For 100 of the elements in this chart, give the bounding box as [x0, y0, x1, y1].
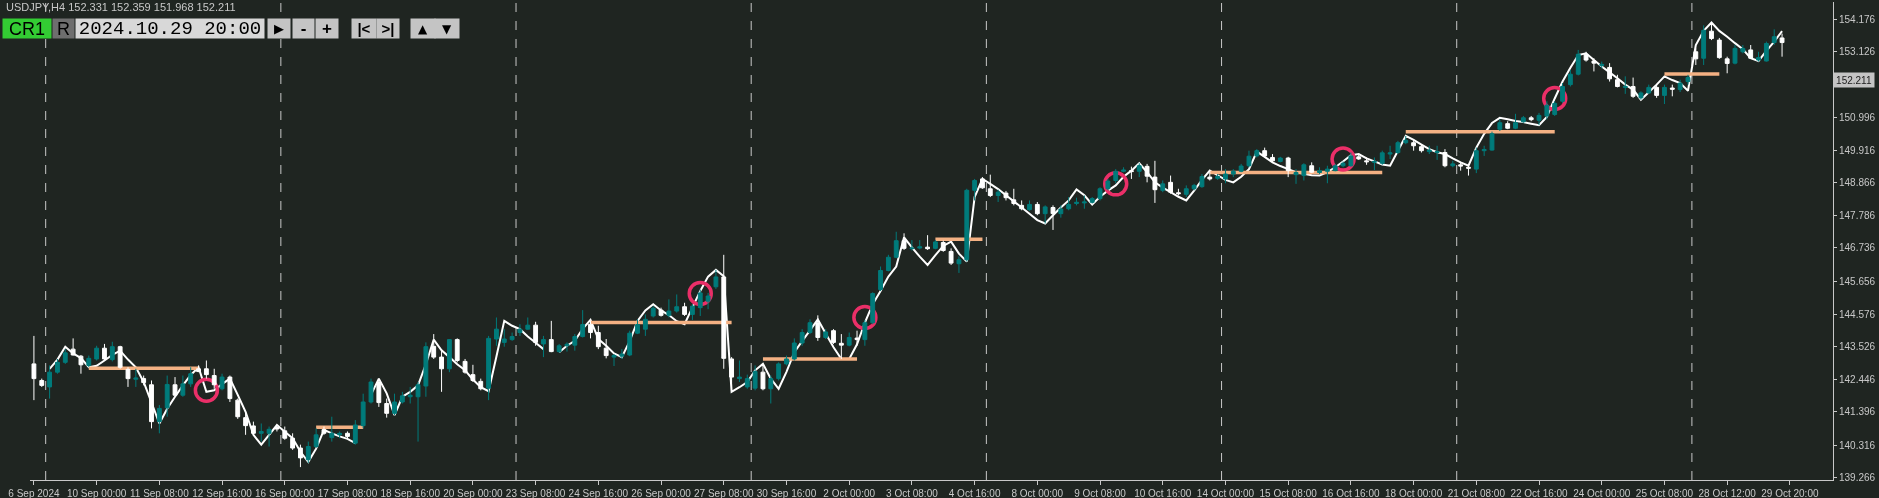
- candlestick: [305, 441, 311, 464]
- candlestick: [1669, 84, 1675, 97]
- candlestick: [243, 411, 248, 436]
- candlestick: [1481, 145, 1487, 157]
- candlestick: [831, 328, 836, 345]
- candlestick: [760, 364, 766, 391]
- y-tick-label: 153.126: [1839, 46, 1876, 58]
- candlestick: [1591, 57, 1597, 72]
- candlestick: [1458, 161, 1464, 172]
- candlestick: [1646, 84, 1652, 95]
- candlestick: [1434, 145, 1440, 161]
- candlestick: [1473, 147, 1479, 174]
- candlestick: [666, 298, 672, 318]
- candlestick: [1058, 204, 1064, 219]
- y-tick-label: 139.266: [1839, 471, 1876, 483]
- x-tick-label: 8 Oct 00:00: [1011, 488, 1064, 498]
- candlestick: [164, 375, 170, 418]
- candlestick: [86, 355, 92, 368]
- y-tick-label: 149.916: [1839, 144, 1876, 156]
- candlestick: [1168, 175, 1174, 195]
- annotation: ▶: [274, 21, 284, 36]
- candlestick: [893, 231, 899, 259]
- x-tick-label: 21 Oct 08:00: [1447, 488, 1506, 498]
- point: [1330, 146, 1356, 172]
- candlestick: [431, 333, 437, 360]
- candlestick: [588, 320, 593, 339]
- x-tick-label: 22 Oct 16:00: [1510, 488, 1569, 498]
- candlestick: [956, 255, 962, 274]
- candlestick: [360, 393, 366, 429]
- candlestick: [329, 416, 335, 443]
- candlestick: [1011, 188, 1017, 206]
- candlestick: [1513, 113, 1518, 130]
- candlestick: [62, 348, 68, 365]
- candlestick: [721, 254, 727, 370]
- candlestick: [1097, 186, 1103, 201]
- candlestick: [1567, 69, 1573, 87]
- candlestick: [1238, 163, 1244, 173]
- candlestick: [494, 316, 499, 347]
- candlestick: [1756, 51, 1761, 63]
- candlestick: [1466, 163, 1471, 177]
- candlestick: [1575, 49, 1581, 76]
- candlestick: [1191, 183, 1197, 191]
- candlestick: [650, 305, 656, 318]
- candlestick: [392, 393, 397, 416]
- candlestick: [917, 239, 923, 250]
- y-tick-label: 141.396: [1839, 406, 1876, 418]
- candlestick: [258, 422, 264, 443]
- candlestick: [376, 378, 382, 408]
- candlestick: [768, 375, 774, 405]
- candlestick: [1136, 162, 1142, 178]
- x-tick-label: 15 Oct 08:00: [1259, 488, 1318, 498]
- candlestick: [846, 332, 852, 347]
- candlestick: [878, 266, 883, 292]
- candlestick: [1638, 90, 1644, 101]
- candlestick: [1552, 100, 1558, 117]
- candlestick: [1536, 112, 1542, 126]
- point: [193, 377, 220, 404]
- candlestick: [1199, 173, 1205, 189]
- y-tick-label: 150.996: [1839, 111, 1876, 123]
- x-tick-label: 10 Oct 16:00: [1134, 488, 1192, 498]
- candlestick: [1748, 44, 1754, 60]
- candlestick: [682, 302, 687, 317]
- candlestick: [541, 335, 546, 358]
- candlestick: [211, 368, 217, 390]
- candlestick: [1183, 184, 1189, 198]
- x-tick-label: 24 Oct 00:00: [1573, 488, 1631, 498]
- candlestick: [156, 404, 162, 434]
- candlestick: [1128, 166, 1134, 180]
- candlestick: [1356, 154, 1362, 161]
- annotation: +: [322, 19, 332, 38]
- candlestick: [250, 421, 256, 436]
- y-tick-label: 148.866: [1839, 176, 1876, 188]
- candlestick: [580, 309, 586, 338]
- candlestick: [885, 254, 891, 272]
- annotation: ▼: [442, 21, 452, 36]
- candlestick: [1544, 100, 1550, 120]
- candlestick: [470, 364, 476, 383]
- y-tick-label: 147.786: [1839, 210, 1876, 222]
- candlestick: [415, 381, 421, 443]
- candlestick: [1285, 156, 1291, 178]
- candlestick: [1034, 201, 1040, 216]
- candlestick: [1771, 28, 1777, 46]
- candlestick: [642, 313, 648, 337]
- candlestick: [1630, 77, 1636, 99]
- candlestick: [1685, 74, 1691, 86]
- candlestick: [1701, 24, 1707, 66]
- annotation: >|: [381, 20, 395, 37]
- candlestick: [862, 319, 868, 347]
- candlestick: [423, 341, 429, 398]
- candlestick: [1450, 160, 1456, 168]
- candlestick: [995, 189, 1001, 203]
- candlestick: [1403, 135, 1409, 145]
- candlestick: [635, 318, 640, 335]
- candlestick: [987, 174, 993, 198]
- candlestick: [619, 348, 625, 360]
- y-tick-label: 143.526: [1839, 340, 1876, 352]
- candlestick: [321, 426, 327, 436]
- candlestick: [1732, 44, 1738, 65]
- y-tick-label: 154.176: [1839, 13, 1876, 25]
- candlestick: [1215, 173, 1221, 181]
